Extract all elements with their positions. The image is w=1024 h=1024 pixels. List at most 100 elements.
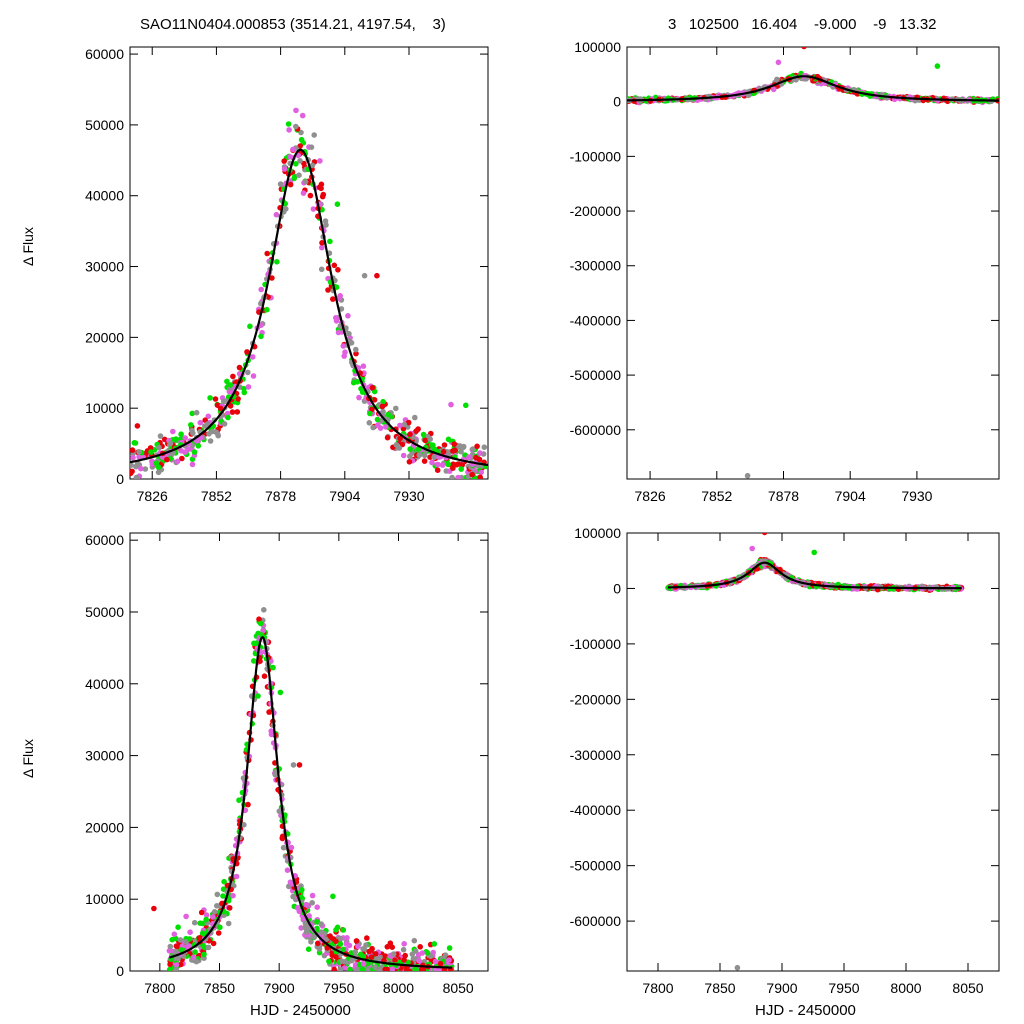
data-point	[264, 250, 271, 257]
data-point	[230, 892, 236, 899]
data-point	[318, 929, 325, 935]
y-tick-label: 0	[116, 963, 124, 979]
data-point	[236, 364, 243, 371]
data-point	[421, 452, 428, 459]
data-point	[314, 904, 321, 910]
data-point	[188, 422, 194, 428]
data-point	[293, 107, 299, 114]
data-point	[217, 405, 224, 412]
x-tick-label: 7900	[264, 980, 295, 996]
data-point	[363, 942, 369, 948]
data-point	[173, 962, 180, 968]
outlier-point	[744, 472, 751, 479]
data-point	[417, 944, 424, 950]
data-point	[770, 86, 777, 93]
data-point	[135, 460, 141, 467]
data-point	[210, 914, 216, 920]
data-point	[367, 410, 373, 417]
data-point	[245, 801, 251, 808]
data-point	[182, 435, 188, 441]
data-point	[323, 222, 329, 228]
outlier-point	[775, 59, 782, 66]
data-point	[359, 966, 366, 971]
data-point	[347, 966, 353, 971]
x-tick-label: 8050	[952, 980, 983, 996]
data-point	[375, 422, 381, 428]
data-point	[207, 395, 213, 401]
data-point	[316, 946, 323, 952]
data-point	[353, 350, 359, 357]
data-point	[197, 419, 204, 426]
data-point	[270, 664, 276, 671]
data-points	[151, 607, 455, 971]
data-point	[407, 446, 414, 452]
data-point	[311, 132, 318, 138]
data-point	[234, 409, 241, 415]
plot-frame	[129, 46, 489, 480]
data-point	[174, 458, 181, 465]
data-point	[299, 887, 305, 893]
data-point	[130, 447, 136, 453]
data-point	[306, 913, 312, 919]
data-point	[434, 467, 441, 474]
data-point	[203, 916, 209, 923]
data-point	[340, 927, 347, 933]
y-tick-label: 0	[613, 580, 621, 596]
data-point	[175, 955, 181, 962]
data-point	[390, 951, 397, 957]
model-curve	[667, 561, 962, 590]
y-tick-label: -100000	[570, 148, 622, 164]
outlier-point	[309, 892, 316, 899]
data-point	[130, 462, 134, 468]
x-tick-label: 7852	[201, 488, 232, 504]
y-tick-label: 20000	[85, 819, 124, 835]
data-point	[229, 409, 236, 415]
outlier-point	[277, 689, 284, 696]
data-point	[478, 469, 485, 476]
chart-title-left: SAO11N0404.000853 (3514.21, 4197.54, 3)	[140, 16, 446, 33]
x-tick-label: 7900	[766, 980, 797, 996]
data-point	[431, 941, 438, 947]
x-tick-label: 7800	[642, 980, 673, 996]
plot-frame	[129, 532, 489, 972]
data-point	[196, 935, 203, 941]
data-point	[319, 244, 325, 251]
data-point	[212, 396, 219, 402]
data-point	[284, 867, 291, 873]
data-point	[481, 444, 488, 451]
outlier-point	[296, 762, 303, 768]
data-point	[193, 409, 200, 416]
data-point	[147, 445, 154, 451]
x-tick-label: 7800	[144, 980, 175, 996]
data-point	[291, 175, 298, 182]
data-point	[264, 306, 270, 313]
data-point	[241, 385, 247, 392]
outlier-point	[245, 384, 252, 390]
data-point	[382, 953, 389, 959]
data-point	[334, 924, 341, 931]
chart-title-right: 3 102500 16.404 -9.000 -9 13.32	[668, 16, 937, 33]
data-point	[178, 431, 184, 438]
data-point	[166, 966, 173, 971]
data-point	[308, 144, 315, 150]
data-point	[360, 961, 367, 967]
data-point	[437, 960, 444, 967]
x-tick-label: 7850	[704, 980, 735, 996]
outlier-point	[183, 913, 189, 920]
data-point	[360, 946, 366, 952]
data-point	[340, 946, 347, 953]
data-points	[627, 47, 999, 479]
data-point	[173, 436, 179, 442]
data-point	[319, 193, 326, 200]
data-point	[333, 938, 339, 945]
y-tick-label: 10000	[85, 891, 124, 907]
data-point	[315, 940, 321, 947]
data-point	[302, 920, 309, 927]
y-tick-label: 50000	[85, 604, 124, 620]
data-point	[201, 951, 207, 958]
y-tick-label: -200000	[570, 691, 622, 707]
data-point	[335, 267, 341, 273]
data-point	[288, 844, 295, 851]
data-point	[325, 287, 331, 293]
x-tick-label: 7904	[835, 488, 866, 504]
